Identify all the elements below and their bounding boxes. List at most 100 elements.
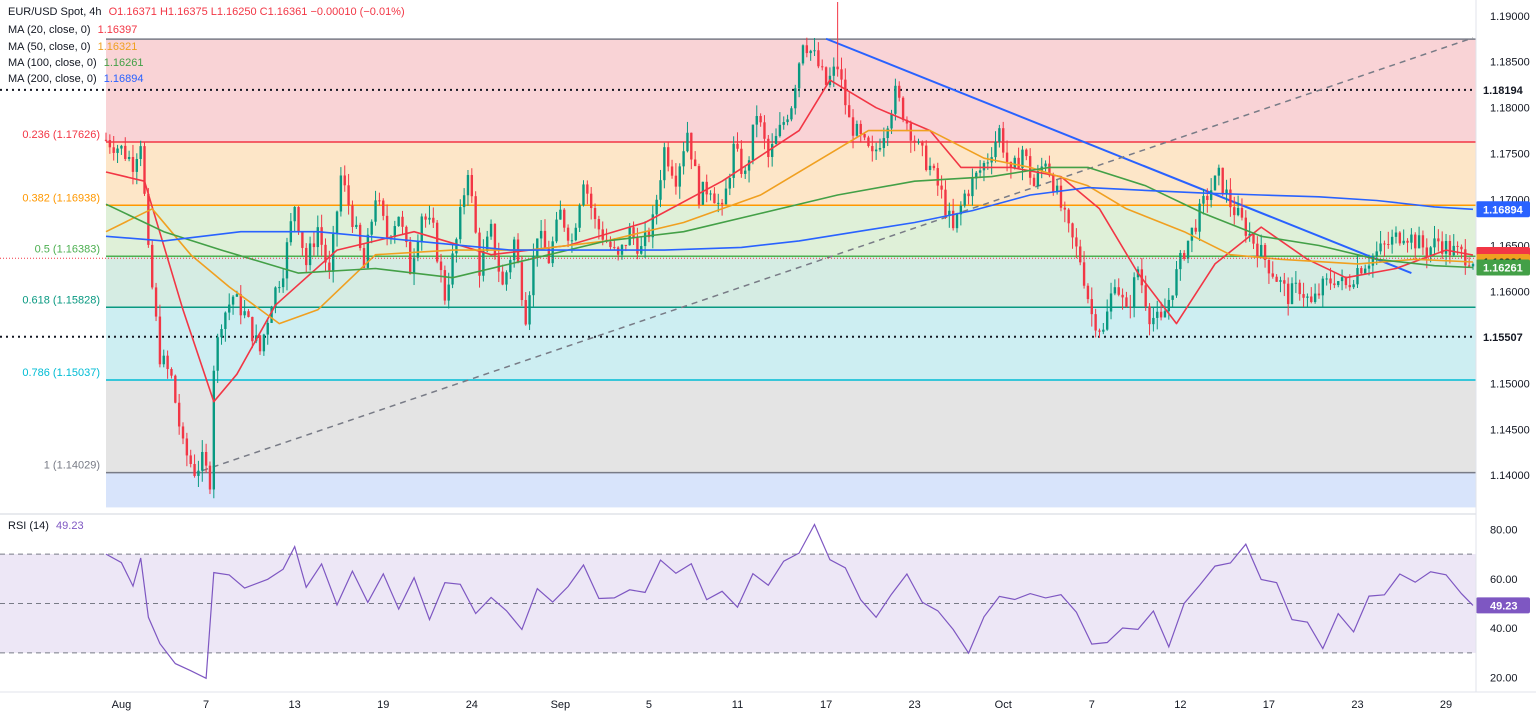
candle-body (285, 242, 289, 279)
candle-body (1213, 175, 1217, 191)
candle-body (955, 214, 959, 229)
candle-body (732, 143, 735, 178)
candle-body (801, 45, 805, 64)
candle-body (578, 205, 581, 228)
candle-body (597, 219, 601, 230)
candle-body (782, 122, 785, 125)
candle-body (1410, 234, 1413, 243)
candle-body (770, 143, 774, 157)
candle-body (890, 113, 893, 129)
candle-body (555, 219, 558, 242)
candle-body (840, 69, 843, 80)
candle-body (1271, 273, 1274, 277)
candle-body (720, 202, 724, 205)
time-tick-label: 23 (909, 699, 921, 711)
ma200-legend[interactable]: MA (200, close, 0) 1.16894 (8, 73, 143, 85)
candle-body (1121, 294, 1124, 298)
candle-body (1252, 233, 1255, 244)
price-tick-label: 1.18500 (1490, 57, 1530, 69)
candle-body (1344, 277, 1348, 286)
candle-body (570, 240, 574, 242)
candle-body (235, 294, 239, 297)
rsi-legend[interactable]: RSI (14) 49.23 (8, 520, 84, 532)
candle-body (397, 216, 400, 227)
rsi-badge-bg (1476, 597, 1530, 614)
symbol-label[interactable]: EUR/USD Spot, 4h (8, 6, 102, 18)
candle-body (701, 181, 705, 205)
fib-level-label: 0.5 (1.16383) (35, 243, 100, 255)
candle-body (455, 239, 458, 254)
candle-body (493, 223, 497, 256)
fib-level-label: 0.382 (1.16938) (22, 192, 100, 204)
candle-body (863, 134, 866, 138)
price-tick-label: 1.17500 (1490, 149, 1530, 161)
candle-body (790, 108, 793, 120)
candle-body (1317, 293, 1321, 296)
candle-body (994, 141, 997, 158)
candle-body (1398, 232, 1402, 244)
price-badge-bg (1476, 259, 1530, 276)
price-axis-badge: 1.16894 (1476, 201, 1530, 218)
candle-body (1132, 277, 1136, 308)
candle-body (312, 243, 316, 248)
candle-body (1159, 311, 1163, 318)
candle-body (1298, 282, 1301, 295)
candle-body (951, 210, 955, 229)
price-axis-badge: 1.15507 (1476, 328, 1530, 345)
candle-body (174, 375, 177, 403)
candle-body (1156, 311, 1159, 318)
candle-body (1275, 276, 1278, 282)
candle-body (185, 438, 189, 456)
candle-body (859, 123, 862, 135)
candle-body (724, 188, 728, 205)
candle-body (1090, 299, 1093, 315)
candle-body (1063, 207, 1067, 210)
candle-body (928, 165, 932, 171)
fib-zone-3 (106, 256, 1476, 308)
candle-body (1175, 269, 1178, 296)
candle-body (270, 307, 273, 323)
candle-body (967, 193, 970, 197)
ma100-legend[interactable]: MA (100, close, 0) 1.16261 (8, 57, 143, 69)
candle-body (1294, 282, 1298, 284)
price-badge-text: 1.16894 (1483, 204, 1524, 216)
candle-body (740, 148, 743, 174)
candle-body (632, 227, 635, 238)
candle-body (1044, 163, 1047, 167)
candle-body (162, 355, 165, 365)
candle-body (651, 214, 654, 238)
ma50-legend[interactable]: MA (50, close, 0) 1.16321 (8, 41, 137, 53)
fib-zone-0 (106, 39, 1476, 143)
candle-body (154, 287, 158, 317)
time-tick-label: 17 (1263, 699, 1275, 711)
candle-body (1371, 255, 1375, 266)
candle-body (474, 196, 477, 233)
candle-body (1448, 240, 1452, 256)
candle-body (127, 156, 131, 159)
candle-body (1460, 246, 1463, 250)
candle-body (717, 202, 720, 204)
candle-body (882, 138, 886, 149)
candle-body (1417, 235, 1421, 249)
time-tick-label: 12 (1174, 699, 1186, 711)
candle-body (917, 141, 920, 143)
candle-body (262, 334, 266, 352)
candle-body (1021, 149, 1024, 169)
candle-body (786, 119, 789, 123)
chart-header: EUR/USD Spot, 4h O1.16371 H1.16375 L1.16… (8, 6, 405, 18)
candle-body (428, 217, 431, 220)
candle-body (1414, 234, 1417, 249)
candle-body (686, 132, 689, 152)
candle-body (1425, 247, 1428, 257)
ma20-legend[interactable]: MA (20, close, 0) 1.16397 (8, 24, 137, 36)
ma100-value: 1.16261 (103, 57, 144, 69)
candle-body (1109, 293, 1113, 312)
candle-body (1260, 244, 1263, 257)
price-badge-bg (1476, 201, 1530, 218)
candle-body (177, 402, 181, 427)
fib-zone-5 (106, 379, 1476, 473)
candle-body (1360, 268, 1363, 274)
candle-body (316, 227, 319, 248)
candle-body (609, 241, 612, 248)
